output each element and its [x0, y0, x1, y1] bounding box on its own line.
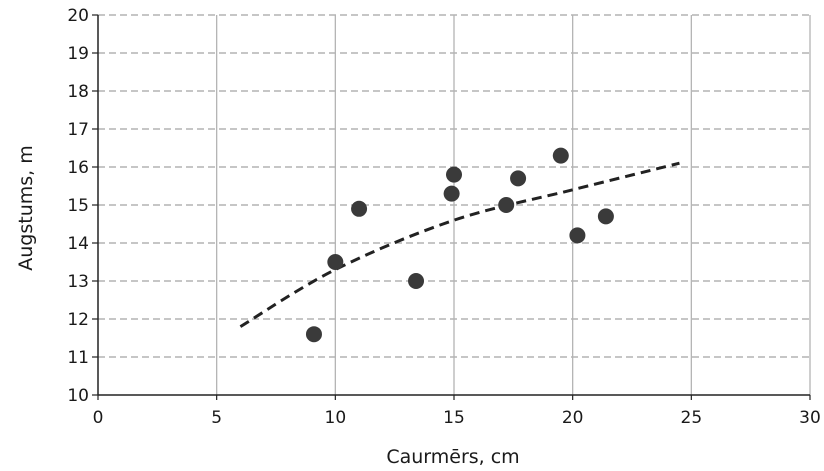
- data-point: [327, 254, 344, 270]
- y-tick-label: 11: [67, 348, 89, 368]
- x-tick-label: 25: [681, 408, 703, 428]
- axes: [92, 14, 811, 400]
- points-group: [305, 147, 614, 343]
- y-tick-label: 19: [67, 44, 89, 64]
- y-tick-label: 12: [67, 310, 89, 330]
- x-axis-label: Caurmērs, cm: [386, 446, 519, 468]
- y-tick-label: 15: [67, 196, 89, 216]
- y-tick-labels: 10 11 12 13 14 15 16 17 18 19 20: [67, 6, 89, 406]
- x-tick-label: 0: [93, 408, 104, 428]
- data-point: [443, 185, 460, 202]
- grid: [98, 14, 811, 395]
- y-tick-label: 14: [67, 234, 89, 254]
- x-tick-labels: 0 5 10 15 20 25 30: [93, 408, 821, 428]
- x-tick-label: 15: [443, 408, 465, 428]
- trendline-group: [239, 161, 680, 328]
- data-point: [510, 170, 527, 187]
- y-tick-label: 17: [67, 120, 89, 140]
- y-tick-label: 10: [67, 386, 89, 406]
- data-point: [552, 147, 569, 164]
- trendline: [239, 161, 680, 328]
- data-point: [305, 326, 322, 343]
- x-tick-label: 5: [211, 408, 222, 428]
- data-point: [446, 166, 462, 183]
- y-tick-label: 20: [67, 6, 89, 26]
- x-tick-label: 20: [562, 408, 584, 428]
- x-tick-label: 10: [325, 408, 347, 428]
- data-point: [498, 197, 515, 213]
- data-point: [408, 273, 425, 289]
- y-tick-label: 16: [67, 158, 89, 178]
- data-point: [351, 200, 368, 217]
- y-axis-label: Augstums, m: [15, 145, 37, 271]
- y-tick-label: 13: [67, 272, 89, 292]
- x-tick-label: 30: [799, 408, 821, 428]
- data-point: [597, 208, 614, 225]
- data-point: [569, 227, 586, 244]
- y-tick-label: 18: [67, 82, 89, 102]
